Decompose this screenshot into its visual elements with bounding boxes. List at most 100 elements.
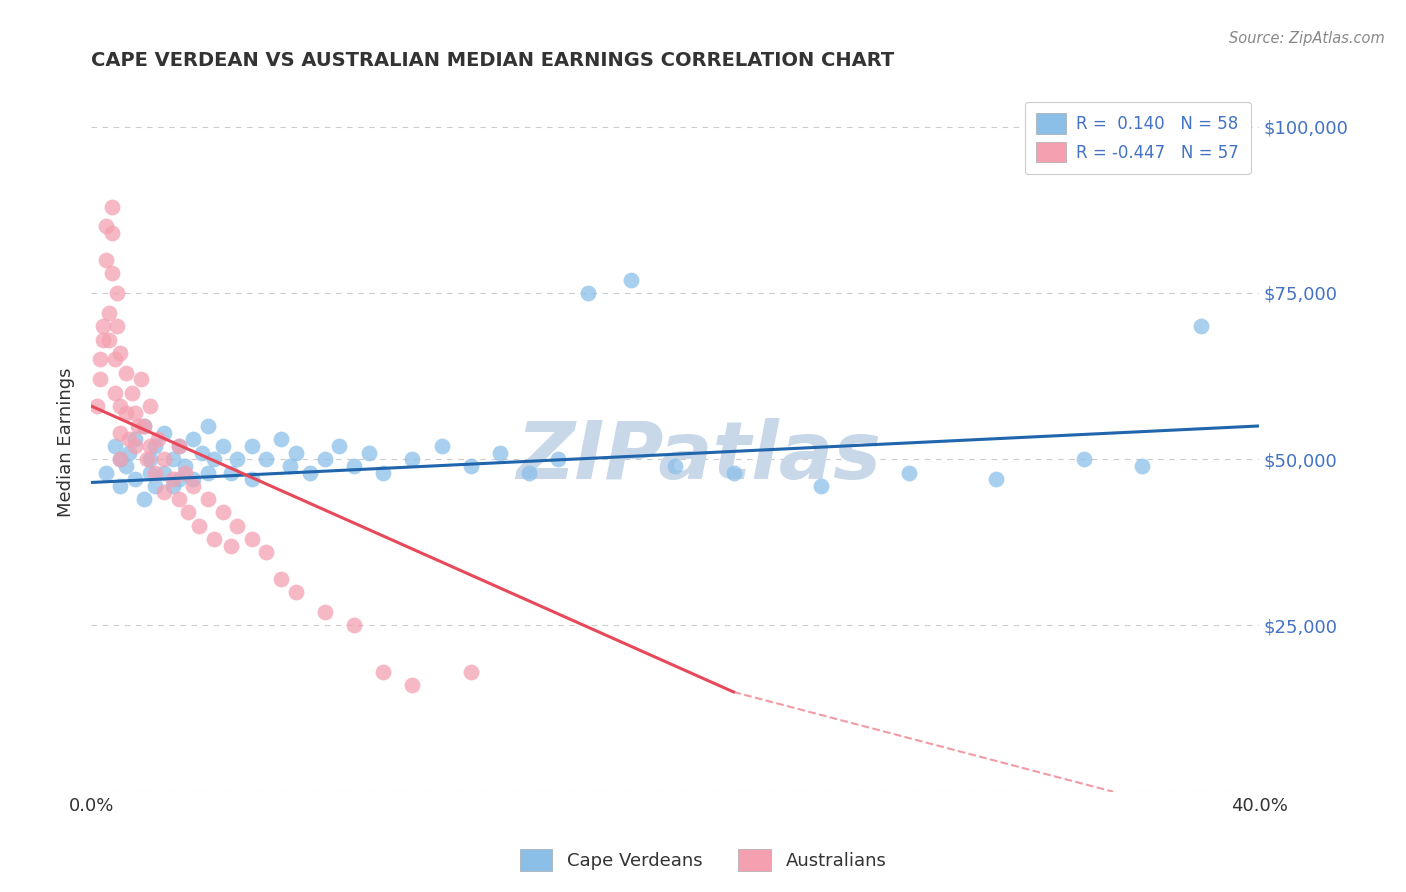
- Point: [91, 333, 114, 347]
- Point: [110, 452, 132, 467]
- Point: [97, 306, 120, 320]
- Point: [118, 445, 141, 459]
- Point: [132, 419, 155, 434]
- Point: [132, 492, 155, 507]
- Point: [1189, 319, 1212, 334]
- Point: [314, 605, 336, 619]
- Point: [211, 505, 233, 519]
- Point: [1130, 458, 1153, 473]
- Point: [986, 472, 1008, 486]
- Point: [167, 439, 190, 453]
- Point: [167, 492, 190, 507]
- Point: [299, 466, 322, 480]
- Point: [100, 266, 122, 280]
- Point: [162, 452, 184, 467]
- Text: ZIPatlas: ZIPatlas: [516, 417, 882, 496]
- Point: [124, 439, 146, 453]
- Point: [254, 452, 277, 467]
- Point: [94, 219, 117, 234]
- Point: [723, 466, 745, 480]
- Point: [103, 385, 125, 400]
- Point: [664, 458, 686, 473]
- Point: [328, 439, 350, 453]
- Point: [115, 366, 138, 380]
- Point: [153, 452, 176, 467]
- Point: [176, 505, 198, 519]
- Point: [107, 285, 129, 300]
- Point: [226, 452, 249, 467]
- Point: [132, 419, 155, 434]
- Point: [148, 432, 170, 446]
- Text: Source: ZipAtlas.com: Source: ZipAtlas.com: [1229, 31, 1385, 46]
- Point: [138, 452, 160, 467]
- Point: [173, 466, 195, 480]
- Point: [162, 472, 184, 486]
- Point: [110, 452, 132, 467]
- Point: [167, 472, 190, 486]
- Point: [124, 432, 146, 446]
- Point: [202, 452, 225, 467]
- Point: [138, 399, 160, 413]
- Point: [270, 572, 292, 586]
- Point: [373, 665, 395, 679]
- Point: [191, 445, 214, 459]
- Point: [115, 458, 138, 473]
- Point: [240, 439, 263, 453]
- Point: [357, 445, 380, 459]
- Point: [124, 472, 146, 486]
- Point: [254, 545, 277, 559]
- Point: [517, 466, 540, 480]
- Point: [94, 252, 117, 267]
- Point: [129, 372, 152, 386]
- Point: [145, 439, 167, 453]
- Point: [460, 665, 482, 679]
- Point: [100, 200, 122, 214]
- Point: [153, 425, 176, 440]
- Point: [97, 333, 120, 347]
- Point: [135, 452, 157, 467]
- Point: [314, 452, 336, 467]
- Point: [226, 518, 249, 533]
- Point: [153, 485, 176, 500]
- Point: [86, 399, 108, 413]
- Point: [145, 466, 167, 480]
- Point: [221, 539, 243, 553]
- Point: [202, 532, 225, 546]
- Point: [489, 445, 512, 459]
- Point: [110, 346, 132, 360]
- Point: [110, 399, 132, 413]
- Point: [183, 432, 205, 446]
- Point: [103, 439, 125, 453]
- Point: [460, 458, 482, 473]
- Point: [103, 352, 125, 367]
- Point: [145, 479, 167, 493]
- Legend: R =  0.140   N = 58, R = -0.447   N = 57: R = 0.140 N = 58, R = -0.447 N = 57: [1025, 102, 1251, 174]
- Point: [138, 466, 160, 480]
- Point: [270, 432, 292, 446]
- Point: [94, 466, 117, 480]
- Text: CAPE VERDEAN VS AUSTRALIAN MEDIAN EARNINGS CORRELATION CHART: CAPE VERDEAN VS AUSTRALIAN MEDIAN EARNIN…: [91, 51, 894, 70]
- Point: [278, 458, 301, 473]
- Point: [197, 492, 219, 507]
- Point: [124, 406, 146, 420]
- Point: [373, 466, 395, 480]
- Point: [110, 425, 132, 440]
- Point: [138, 439, 160, 453]
- Point: [197, 466, 219, 480]
- Point: [576, 285, 599, 300]
- Point: [1073, 452, 1095, 467]
- Point: [183, 479, 205, 493]
- Point: [127, 419, 149, 434]
- Point: [183, 472, 205, 486]
- Point: [401, 678, 423, 692]
- Point: [240, 472, 263, 486]
- Point: [91, 319, 114, 334]
- Point: [118, 432, 141, 446]
- Legend: Cape Verdeans, Australians: Cape Verdeans, Australians: [513, 842, 893, 879]
- Point: [221, 466, 243, 480]
- Point: [167, 439, 190, 453]
- Point: [197, 419, 219, 434]
- Y-axis label: Median Earnings: Median Earnings: [58, 368, 75, 517]
- Point: [620, 273, 643, 287]
- Point: [810, 479, 832, 493]
